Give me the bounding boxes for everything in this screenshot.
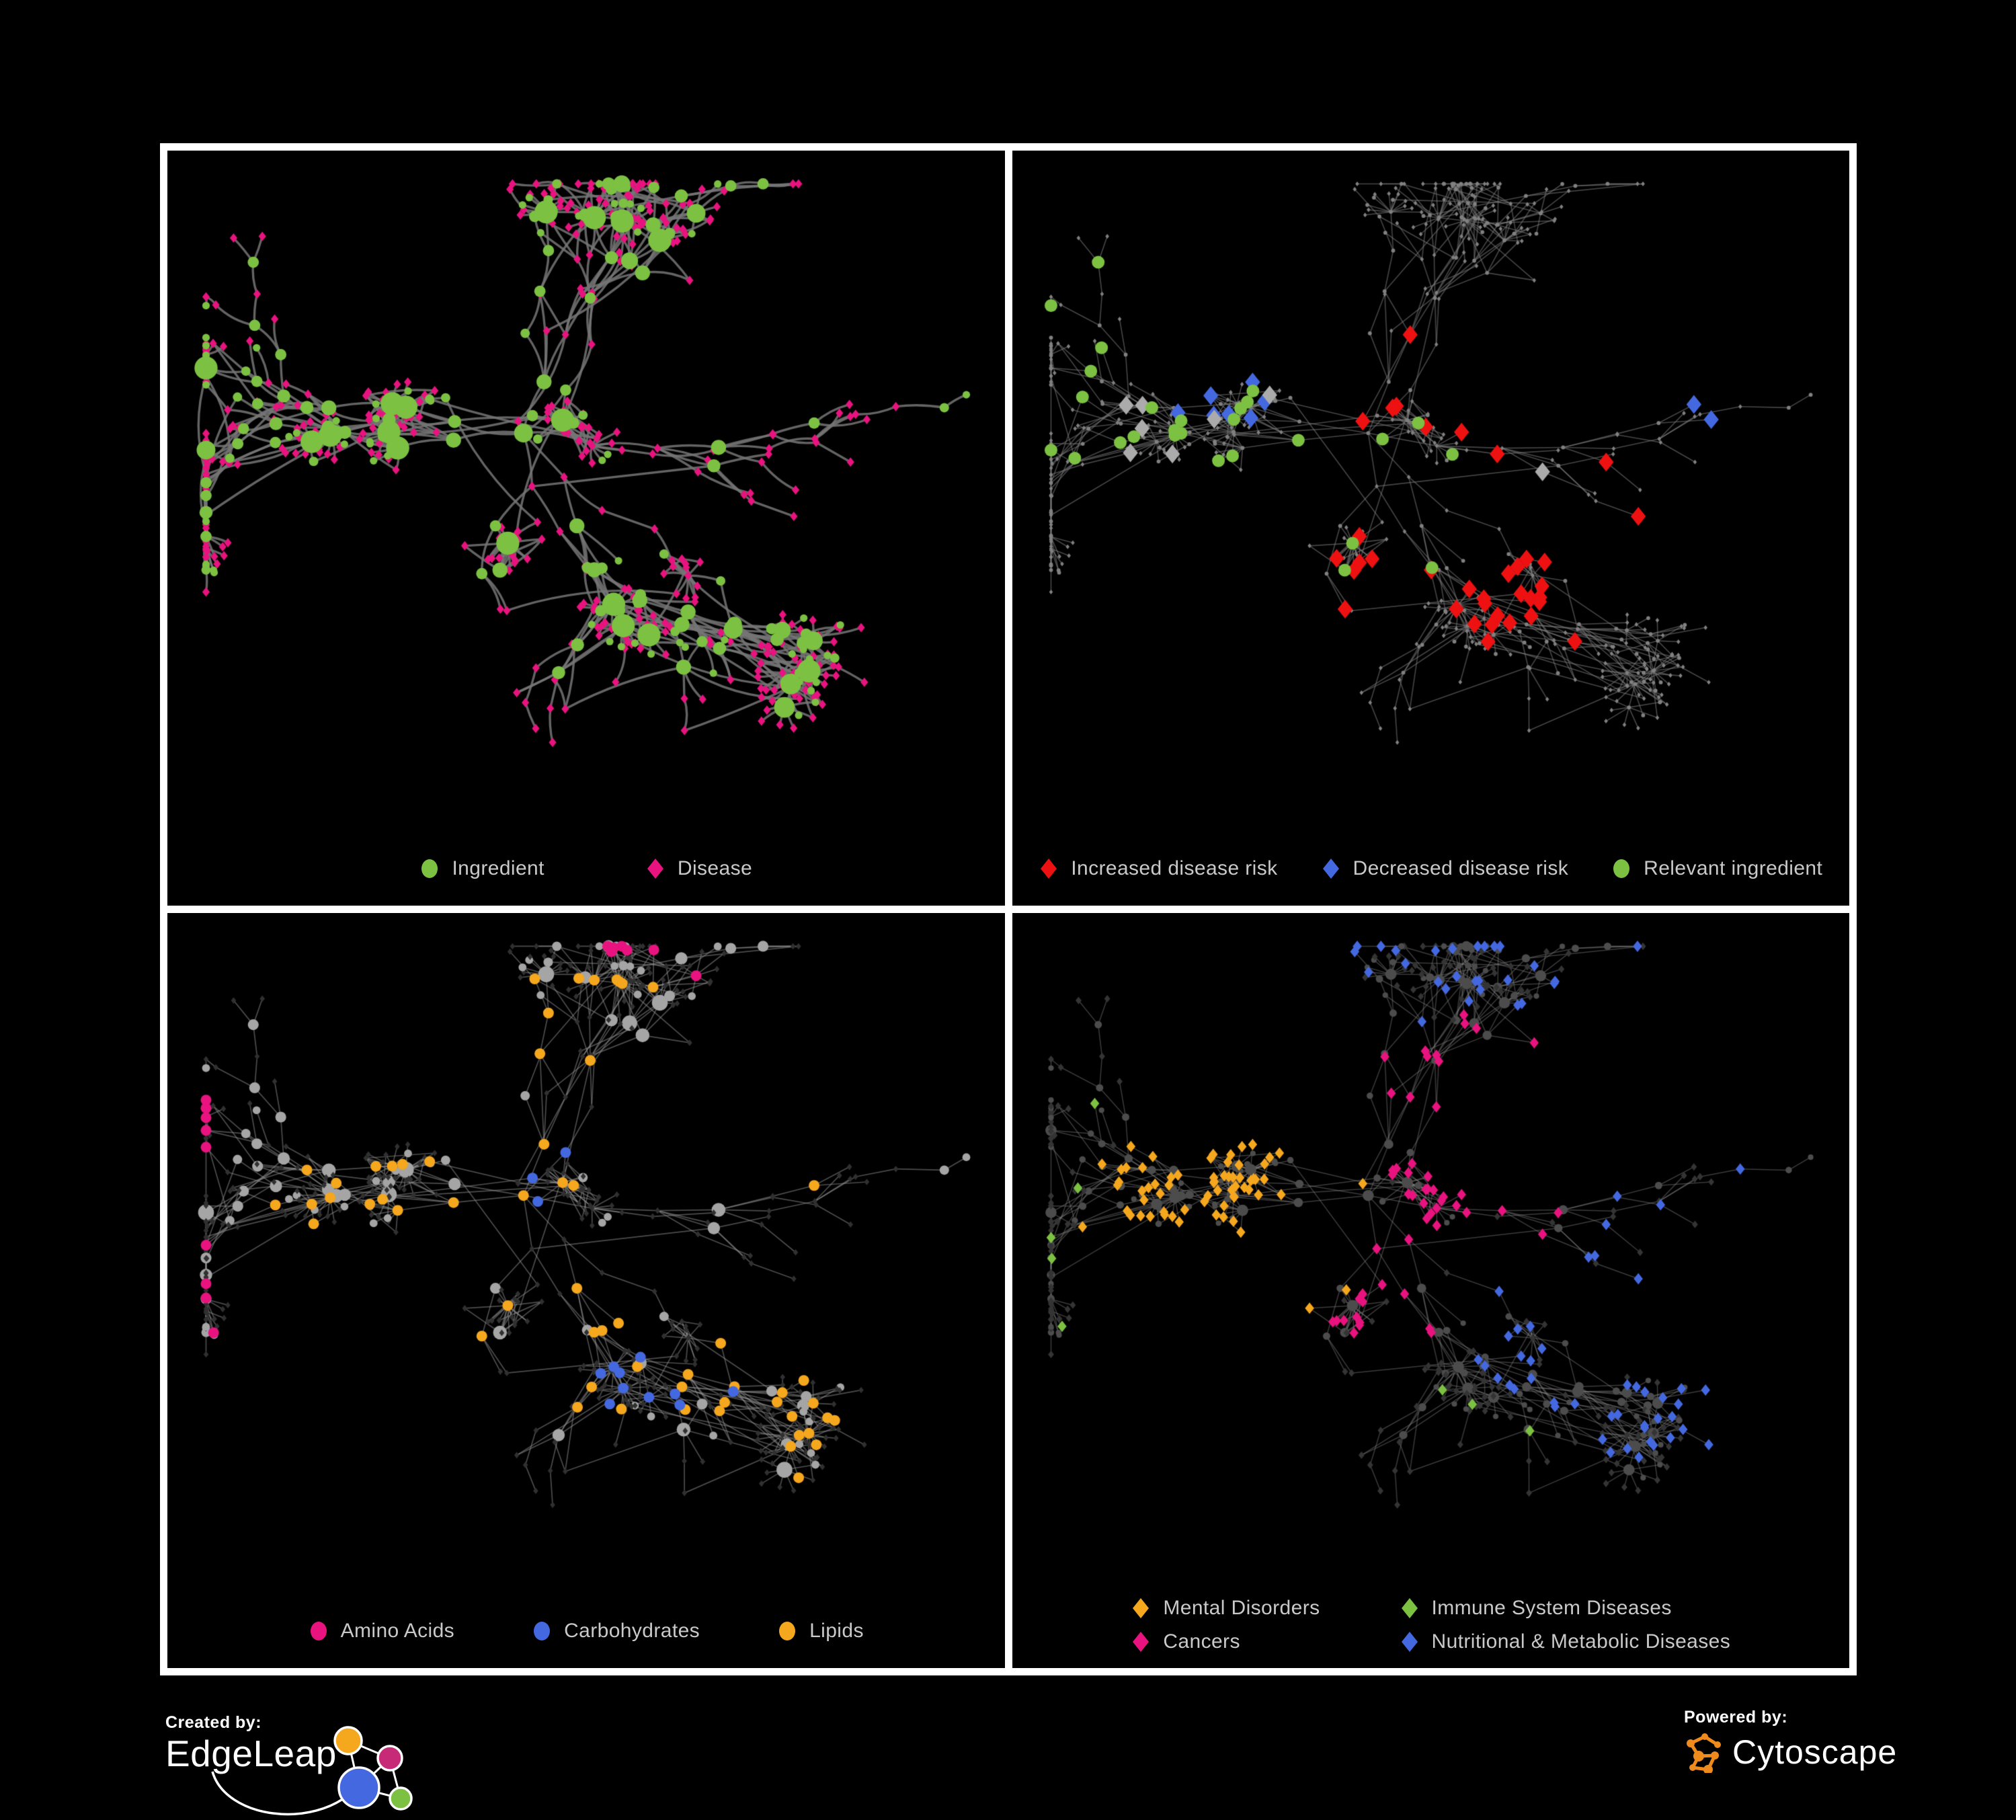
amino-acids-circle-swatch-icon xyxy=(310,1622,327,1640)
edgeleap-logo-text: EdgeLeap xyxy=(165,1733,337,1774)
lipids-circle-swatch-icon xyxy=(779,1622,796,1640)
panel-nutrient-classes: Amino Acids Carbohydrates Lipids xyxy=(167,913,1005,1668)
panel-disease-classes: Mental Disorders Immune System Diseases … xyxy=(1012,913,1850,1668)
carbohydrates-circle-swatch-icon xyxy=(534,1622,551,1640)
legend-label-cancers: Cancers xyxy=(1163,1630,1240,1653)
legend-label-relevant-ingredient: Relevant ingredient xyxy=(1644,857,1823,879)
nutritional-metabolic-diseases-diamond-swatch-icon xyxy=(1401,1632,1418,1652)
legend-item-decreased-risk: Decreased disease risk xyxy=(1321,857,1569,880)
cancers-diamond-swatch-icon xyxy=(1133,1632,1150,1652)
panel-grid: Ingredient Disease Increased disease ris… xyxy=(160,143,1857,1675)
legend-item-relevant-ingredient: Relevant ingredient xyxy=(1611,857,1822,880)
legend-item-lipids: Lipids xyxy=(777,1620,864,1643)
ingredient-circle-swatch-icon xyxy=(421,859,438,878)
powered-by-label: Powered by: xyxy=(1684,1708,1788,1727)
cytoscape-credit: Powered by: Cytoscape xyxy=(1684,1708,1897,1773)
edgeleap-brand-row: EdgeLeap xyxy=(165,1726,421,1817)
cytoscape-logo-icon xyxy=(1687,1733,1721,1773)
legend-label-immune-system-diseases: Immune System Diseases xyxy=(1431,1597,1672,1619)
legend-label-mental-disorders: Mental Disorders xyxy=(1163,1597,1320,1619)
edgeleap-network-logo-icon xyxy=(211,1726,413,1816)
legend-label-carbohydrates: Carbohydrates xyxy=(564,1620,700,1642)
legend-item-increased-risk: Increased disease risk xyxy=(1039,857,1277,880)
ingredient-disease-legend: Ingredient Disease xyxy=(167,857,1005,880)
nutrient-class-legend: Amino Acids Carbohydrates Lipids xyxy=(167,1620,1005,1643)
disease-risk-network-canvas xyxy=(1012,151,1849,906)
legend-label-lipids: Lipids xyxy=(809,1620,864,1642)
increased-risk-diamond-swatch-icon xyxy=(1041,859,1057,879)
disease-diamond-swatch-icon xyxy=(647,859,663,879)
legend-label-amino-acids: Amino Acids xyxy=(340,1620,455,1642)
nutrient-class-network-canvas xyxy=(167,913,1005,1668)
legend-label-ingredient: Ingredient xyxy=(452,857,545,879)
disease-risk-legend: Increased disease risk Decreased disease… xyxy=(1012,857,1850,880)
legend-item-carbohydrates: Carbohydrates xyxy=(532,1620,700,1643)
created-by-label: Created by: xyxy=(165,1713,262,1732)
legend-item-disease: Disease xyxy=(645,857,752,880)
panel-ingredient-disease: Ingredient Disease xyxy=(167,151,1005,906)
disease-class-network-canvas xyxy=(1012,913,1849,1668)
disease-class-legend: Mental Disorders Immune System Diseases … xyxy=(1012,1597,1850,1653)
edgeleap-credit: Created by: EdgeLeap xyxy=(165,1713,421,1817)
immune-system-diseases-diamond-swatch-icon xyxy=(1401,1598,1418,1618)
legend-label-disease: Disease xyxy=(677,857,753,879)
ingredient-disease-network-canvas xyxy=(167,151,1005,906)
legend-label-increased-risk: Increased disease risk xyxy=(1071,857,1278,879)
relevant-ingredient-circle-swatch-icon xyxy=(1613,859,1630,878)
legend-item-ingredient: Ingredient xyxy=(419,857,544,880)
cytoscape-logo-text: Cytoscape xyxy=(1732,1733,1898,1771)
decreased-risk-diamond-swatch-icon xyxy=(1322,859,1339,879)
legend-item-cancers: Cancers xyxy=(1131,1630,1320,1653)
cytoscape-brand-row: Cytoscape xyxy=(1684,1731,1897,1773)
legend-item-immune-system-diseases: Immune System Diseases xyxy=(1400,1597,1731,1620)
legend-item-mental-disorders: Mental Disorders xyxy=(1131,1597,1320,1620)
legend-label-decreased-risk: Decreased disease risk xyxy=(1353,857,1569,879)
legend-item-amino-acids: Amino Acids xyxy=(309,1620,454,1643)
mental-disorders-diamond-swatch-icon xyxy=(1133,1598,1150,1618)
panel-disease-risk: Increased disease risk Decreased disease… xyxy=(1012,151,1850,906)
legend-item-nutritional-metabolic-diseases: Nutritional & Metabolic Diseases xyxy=(1400,1630,1731,1653)
legend-label-nutritional-metabolic-diseases: Nutritional & Metabolic Diseases xyxy=(1431,1630,1731,1653)
